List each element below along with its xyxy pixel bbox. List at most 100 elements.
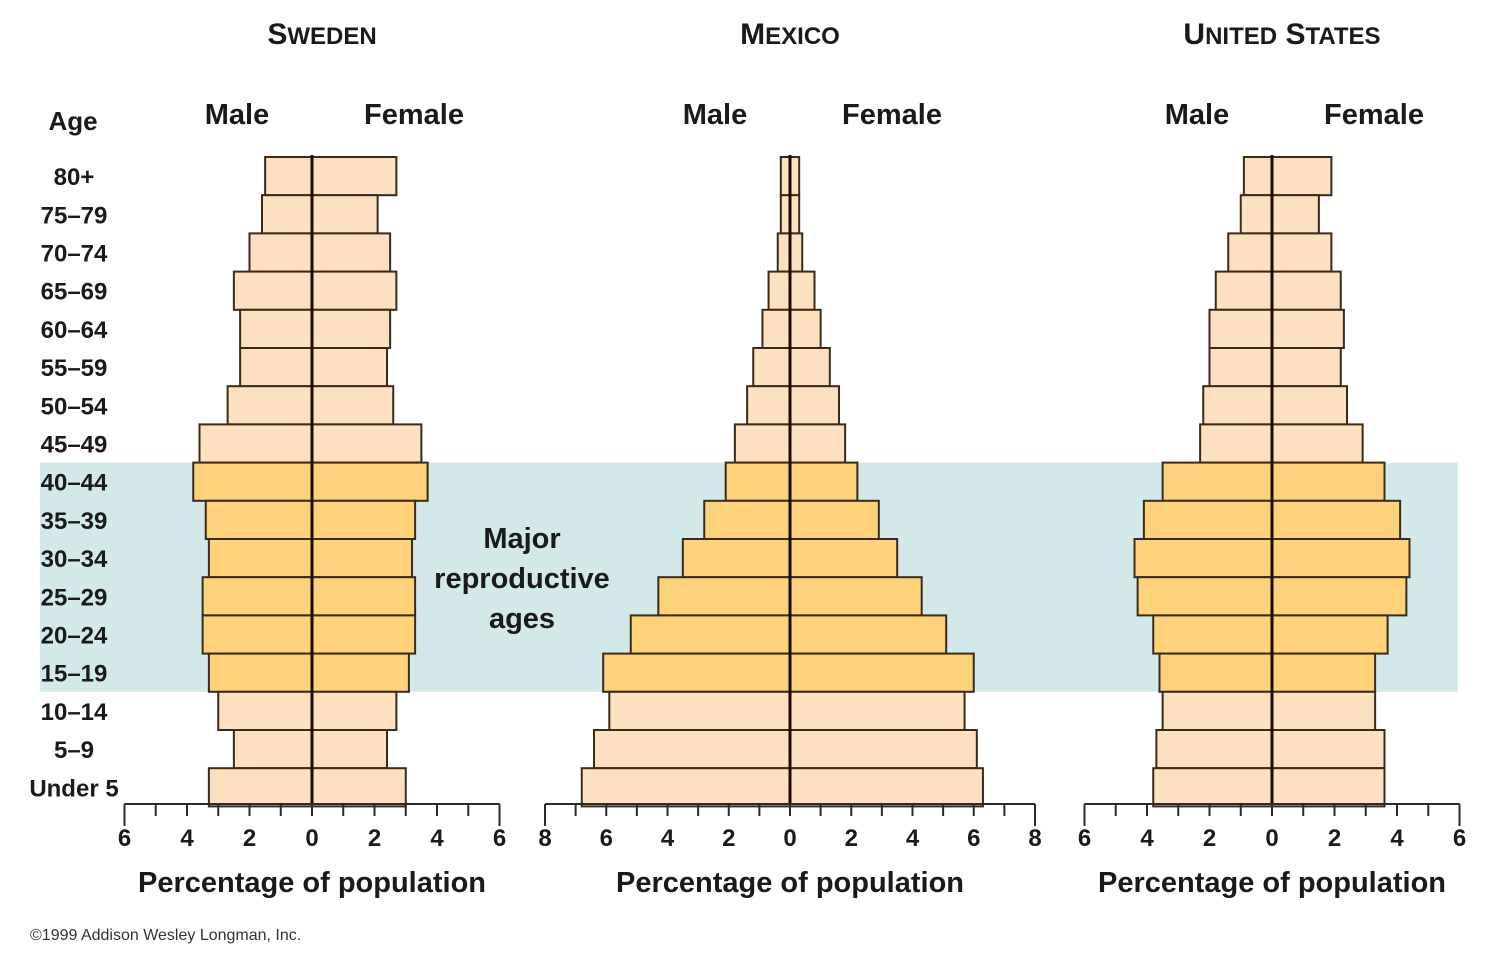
bar-male-10–14 (217, 690, 313, 731)
bar-male-25–29 (1136, 576, 1273, 617)
bar-male-55–59 (239, 347, 313, 388)
bar-male-Under 5 (207, 767, 313, 808)
bar-female-Under 5 (789, 767, 984, 808)
x-tick-label: 2 (368, 825, 381, 852)
x-tick-label: 2 (243, 825, 256, 852)
bar-male-70–74 (248, 232, 313, 273)
bar-male-65–69 (767, 270, 791, 311)
panel-title: UNITED STATES (1183, 18, 1380, 51)
bar-male-15–19 (207, 652, 313, 693)
bar-male-45–49 (1199, 423, 1273, 464)
female-label: Female (364, 99, 464, 131)
age-label: 10–14 (41, 699, 108, 726)
bar-male-60–64 (239, 308, 313, 349)
bar-female-20–24 (1271, 614, 1389, 655)
bar-female-20–24 (789, 614, 948, 655)
x-tick-label: 2 (845, 825, 858, 852)
x-axis-label: Percentage of population (616, 867, 964, 899)
bar-male-70–74 (1227, 232, 1273, 273)
bar-female-45–49 (789, 423, 847, 464)
bar-male-20–24 (201, 614, 313, 655)
age-label: 80+ (54, 164, 95, 191)
annotation-line-2: reproductive (434, 563, 610, 595)
bar-female-75–79 (311, 194, 379, 235)
bar-female-45–49 (1271, 423, 1364, 464)
x-tick-label: 4 (1140, 825, 1154, 852)
bar-male-80+ (264, 156, 313, 197)
age-label: 5–9 (54, 737, 94, 764)
bar-male-75–79 (1239, 194, 1273, 235)
x-tick-label: 2 (1328, 825, 1341, 852)
age-label: 15–19 (41, 661, 108, 688)
bar-male-10–14 (608, 690, 791, 731)
bar-female-45–49 (311, 423, 423, 464)
bar-male-5–9 (232, 729, 313, 770)
bar-female-35–39 (1271, 499, 1402, 540)
x-tick-label: 4 (906, 825, 920, 852)
x-tick-label: 0 (1265, 825, 1278, 852)
age-label: 60–64 (41, 317, 108, 344)
age-label: 55–59 (41, 355, 108, 382)
x-tick-label: 4 (430, 825, 444, 852)
bar-female-15–19 (311, 652, 410, 693)
bar-female-5–9 (1271, 729, 1386, 770)
pyramid-panel-sweden: SWEDEN Male Female 6 4 2 0 2 4 6 Percentage of pop… (118, 18, 506, 899)
x-tick-label: 6 (967, 825, 980, 852)
age-label: 30–34 (41, 546, 108, 573)
age-label: 65–69 (41, 279, 108, 306)
bar-female-10–14 (311, 690, 398, 731)
bar-female-70–74 (311, 232, 392, 273)
bar-male-30–34 (207, 538, 313, 579)
bar-male-45–49 (198, 423, 313, 464)
bar-male-80+ (1242, 156, 1273, 197)
bar-female-40–44 (311, 461, 429, 502)
bar-female-30–34 (311, 538, 413, 579)
bar-male-45–49 (733, 423, 791, 464)
bar-female-15–19 (789, 652, 975, 693)
x-tick-label: 0 (783, 825, 796, 852)
bar-female-55–59 (789, 347, 831, 388)
age-label: 75–79 (41, 202, 108, 229)
bar-female-20–24 (311, 614, 417, 655)
bar-female-25–29 (1271, 576, 1408, 617)
age-label: Under 5 (29, 775, 118, 802)
bar-female-60–64 (789, 308, 822, 349)
pyramid-panel-mexico: MEXICO Male Female 8 6 4 2 0 2 4 6 8 Percentage of p… (538, 18, 1041, 899)
bar-female-80+ (311, 156, 398, 197)
female-label: Female (842, 99, 942, 131)
bar-male-65–69 (1214, 270, 1273, 311)
bar-male-40–44 (724, 461, 791, 502)
bar-male-65–69 (232, 270, 313, 311)
bar-male-40–44 (192, 461, 313, 502)
bar-female-70–74 (789, 232, 804, 273)
bar-female-5–9 (789, 729, 978, 770)
x-tick-label: 4 (1390, 825, 1404, 852)
age-label: 20–24 (41, 623, 108, 650)
bar-female-35–39 (311, 499, 417, 540)
bar-female-10–14 (1271, 690, 1377, 731)
age-label: 50–54 (41, 393, 108, 420)
bar-male-20–24 (629, 614, 791, 655)
bar-female-40–44 (789, 461, 859, 502)
bar-male-30–34 (681, 538, 791, 579)
bar-male-30–34 (1133, 538, 1273, 579)
bar-female-60–64 (311, 308, 392, 349)
age-axis-header: Age (48, 106, 97, 136)
x-tick-label: 6 (1453, 825, 1466, 852)
male-label: Male (1165, 99, 1229, 131)
bar-male-35–39 (204, 499, 313, 540)
male-label: Male (205, 99, 269, 131)
x-tick-label: 4 (661, 825, 675, 852)
bar-female-65–69 (311, 270, 398, 311)
bar-male-60–64 (1208, 308, 1273, 349)
bar-male-75–79 (261, 194, 313, 235)
bar-female-5–9 (311, 729, 388, 770)
bar-male-25–29 (201, 576, 313, 617)
bar-female-50–54 (789, 385, 840, 426)
bar-male-25–29 (657, 576, 791, 617)
bar-male-70–74 (776, 232, 791, 273)
bar-male-50–54 (746, 385, 791, 426)
bar-female-70–74 (1271, 232, 1333, 273)
